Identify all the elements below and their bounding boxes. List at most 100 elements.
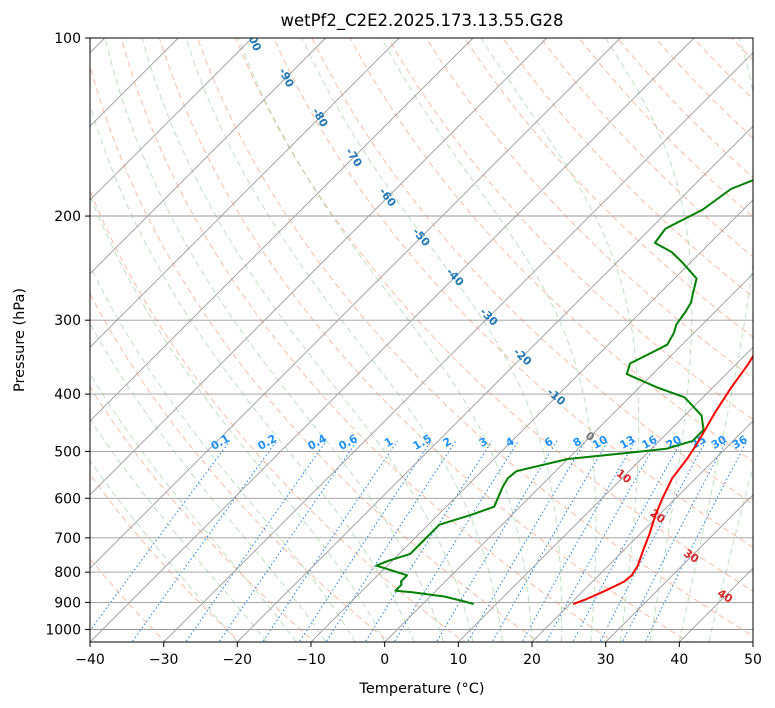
mixing-ratio-line xyxy=(644,440,748,642)
moist-adiabat-line xyxy=(90,459,238,642)
moist-adiabat-line xyxy=(605,38,693,642)
y-tick-label: 100 xyxy=(54,31,81,47)
dry-adiabat-line xyxy=(90,385,316,642)
moist-adiabat-line xyxy=(185,38,503,642)
mixing-ratio-label: 36 xyxy=(730,433,750,452)
x-tick-label: −20 xyxy=(223,652,253,668)
dry-adiabat-line xyxy=(349,38,753,463)
mixing-ratio-line xyxy=(545,440,658,642)
temperature-profile-line xyxy=(572,354,753,605)
y-tick-label: 700 xyxy=(54,531,81,547)
isotherm-line xyxy=(384,273,753,642)
mixing-ratio-line xyxy=(364,440,493,642)
dry-adiabat-line xyxy=(502,38,753,298)
dry-adiabat-line xyxy=(757,25,775,645)
dry-adiabat-line xyxy=(540,38,753,258)
moist-adiabat-line xyxy=(90,264,356,642)
moist-adiabat-line xyxy=(480,38,640,642)
moist-adiabat-line xyxy=(301,38,563,642)
mixing-ratio-line xyxy=(491,440,609,642)
moist-adiabat-line xyxy=(380,38,597,642)
isotherm-line xyxy=(90,38,621,569)
x-tick-label: −10 xyxy=(296,652,326,668)
moist-adiabat-line xyxy=(90,418,268,642)
profiles xyxy=(375,179,753,605)
dry-adiabat-line xyxy=(311,38,753,505)
isotherm-line xyxy=(163,52,753,642)
x-tick-label: 40 xyxy=(670,652,688,668)
x-tick-label: 50 xyxy=(744,652,762,668)
dry-adiabat-line xyxy=(425,38,753,379)
mixing-ratio-line xyxy=(262,440,399,642)
chart-title: wetPf2_C2E2.2025.173.13.55.G28 xyxy=(280,11,563,31)
mixing-ratio-line xyxy=(90,440,231,632)
dry-adiabat-line xyxy=(120,38,615,642)
moist-adiabat-line xyxy=(104,38,445,642)
dry-adiabat-line xyxy=(158,38,690,642)
y-tick-label: 500 xyxy=(54,444,81,460)
isotherm-line xyxy=(90,38,253,201)
moist-adiabat-line xyxy=(237,38,533,642)
x-tick-label: 30 xyxy=(597,652,615,668)
isotherm-line xyxy=(90,38,548,496)
y-tick-label: 900 xyxy=(54,595,81,611)
moist-adiabat-line xyxy=(678,38,753,642)
mixing-ratio-label: 2 xyxy=(441,435,454,450)
dry-adiabat-line xyxy=(464,38,753,338)
x-tick-label: 0 xyxy=(380,652,389,668)
x-tick-label: 20 xyxy=(523,652,541,668)
moist-adiabat-line xyxy=(708,464,753,642)
dry-adiabat-line xyxy=(387,38,753,421)
moist-adiabat-line xyxy=(90,322,327,642)
y-axis: 100 200 300 400 500 600 700 800 900 1000 xyxy=(45,31,90,638)
y-tick-label: 800 xyxy=(54,565,81,581)
dewpoint-profile-line xyxy=(375,179,753,605)
dry-adiabat-line xyxy=(196,38,753,637)
y-tick-label: 400 xyxy=(54,387,81,403)
mixing-ratio-label: 13 xyxy=(618,433,638,452)
grid-lines xyxy=(90,38,753,642)
moist-adiabat-line xyxy=(141,38,474,642)
isotherm-line xyxy=(531,420,753,642)
plot-frame xyxy=(89,37,754,643)
mixing-ratio-line xyxy=(298,440,432,642)
dry-adiabat-line xyxy=(235,38,753,592)
isotherm-line xyxy=(752,641,753,642)
mixing-ratio-line xyxy=(131,440,278,642)
y-tick-label: 600 xyxy=(54,491,81,507)
dry-adiabat-line xyxy=(90,292,391,642)
x-tick-label: 10 xyxy=(449,652,467,668)
y-axis-label: Pressure (hPa) xyxy=(12,288,28,392)
x-tick-label: −30 xyxy=(149,652,179,668)
x-axis-label: Temperature (°C) xyxy=(358,681,484,697)
moist-adiabat-line xyxy=(90,372,297,642)
isotherm-line xyxy=(90,38,400,348)
isotherm-line xyxy=(90,38,327,275)
isotherm-line xyxy=(457,346,753,642)
y-tick-label: 200 xyxy=(54,209,81,225)
mixing-ratio-label: 30 xyxy=(709,433,729,452)
mixing-ratio-line xyxy=(599,440,707,642)
isotherm-line xyxy=(236,125,753,642)
background-lines xyxy=(90,25,775,645)
moist-adiabat-line xyxy=(90,103,415,642)
isotherm-line xyxy=(90,38,474,422)
mixing-ratio-label: 0.4 xyxy=(306,432,330,453)
dry-adiabat-label: -90 xyxy=(276,66,297,90)
mixing-ratio-label: 6 xyxy=(542,435,555,450)
isotherm-line xyxy=(90,38,695,642)
mixing-ratio-line xyxy=(393,440,519,642)
mixing-ratio-line xyxy=(435,440,558,642)
mixing-ratio-line xyxy=(572,440,682,642)
dry-adiabat-line xyxy=(731,38,753,61)
y-tick-label: 1000 xyxy=(45,622,81,638)
mixing-ratio-label: 1.5 xyxy=(411,432,434,453)
y-tick-label: 300 xyxy=(54,313,81,329)
dry-adiabat-line xyxy=(654,38,753,139)
x-tick-label: −40 xyxy=(75,652,105,668)
mixing-ratio-line xyxy=(325,440,457,642)
dry-adiabat-line xyxy=(90,63,540,642)
moist-adiabat-line xyxy=(90,194,386,642)
